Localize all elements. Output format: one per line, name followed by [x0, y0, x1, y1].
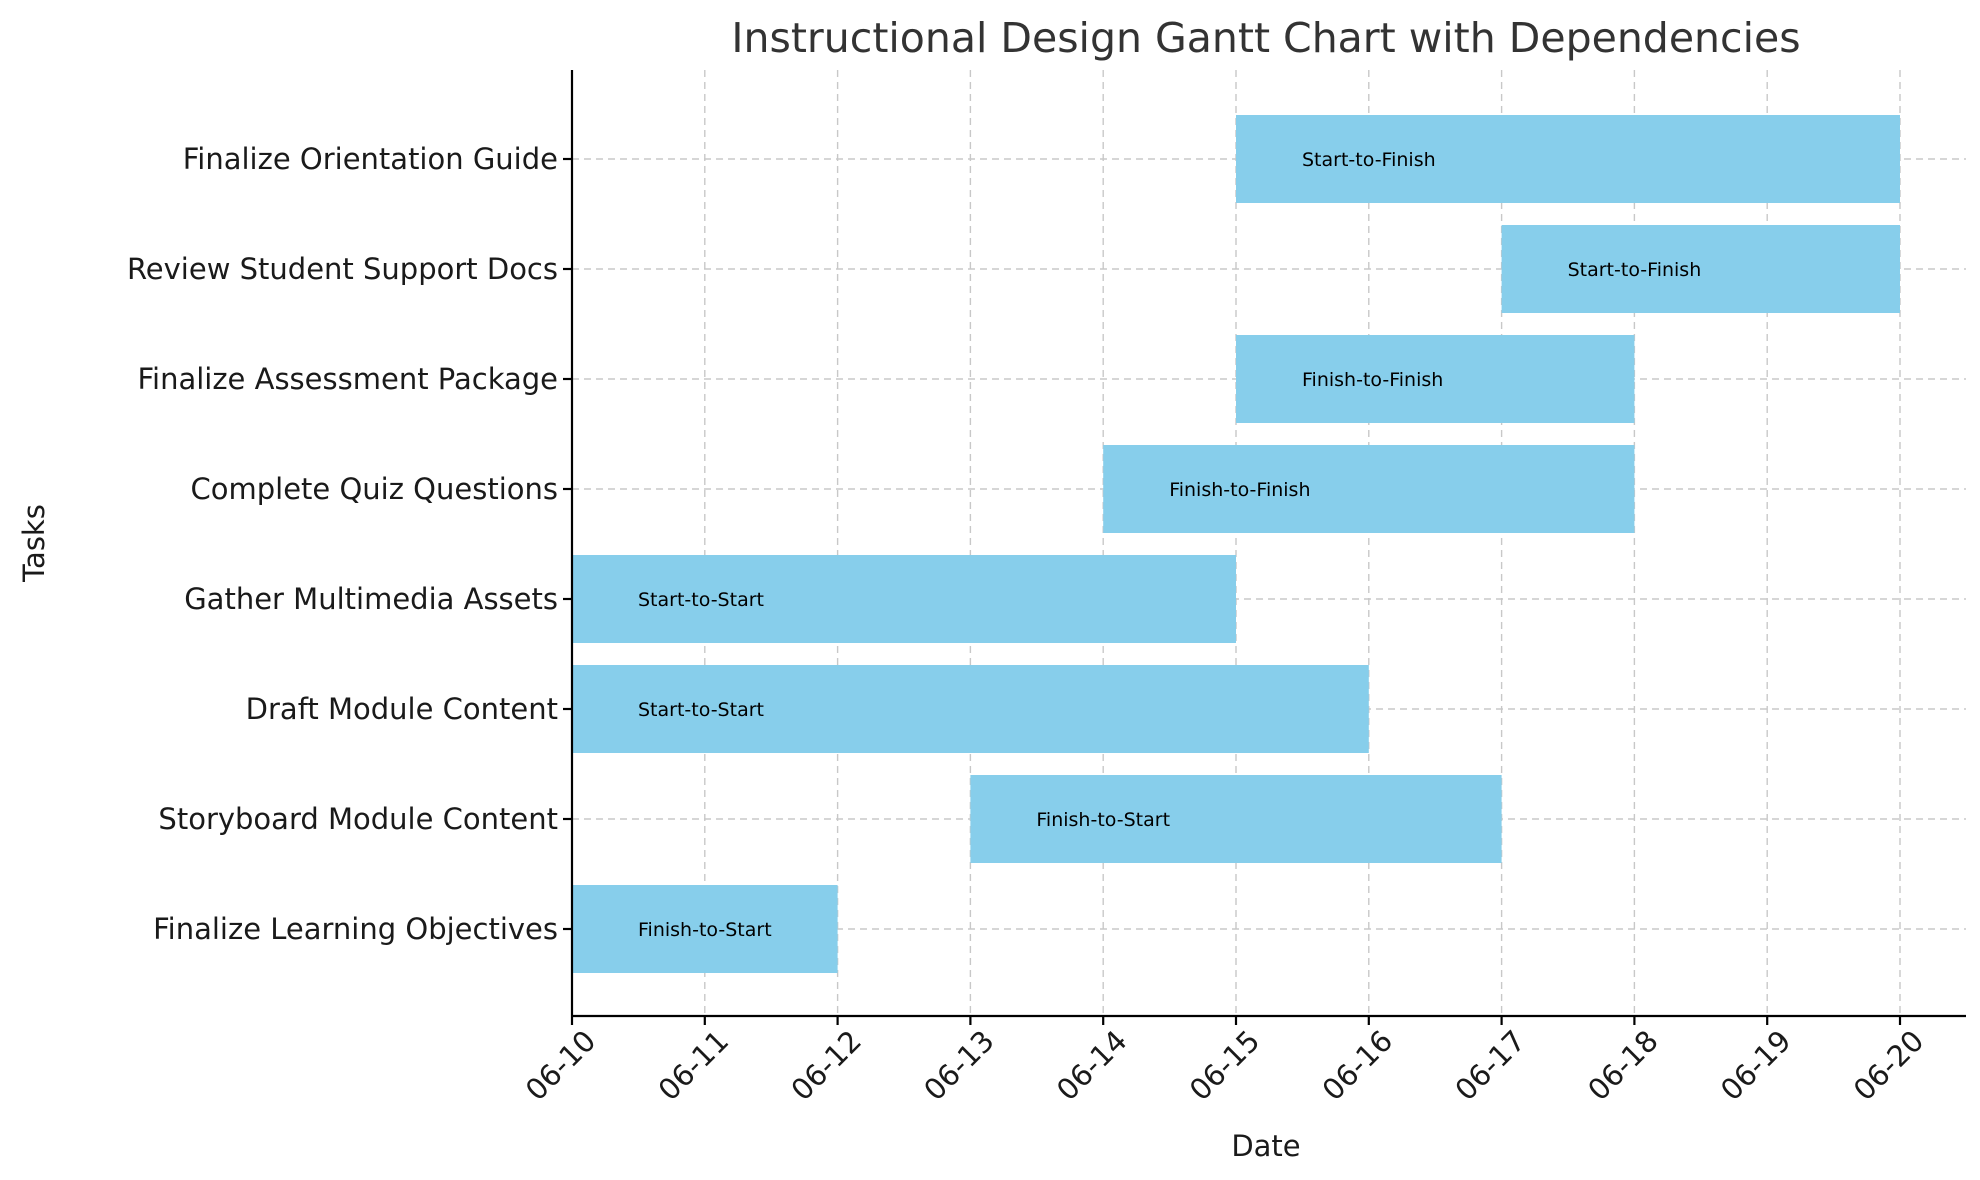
task-bar — [1501, 225, 1900, 313]
task-label: Gather Multimedia Assets — [184, 582, 558, 616]
dependency-label: Start-to-Finish — [1568, 259, 1702, 281]
x-tick-label: 06-10 — [519, 1024, 603, 1108]
task-bar — [970, 775, 1502, 863]
task-label: Review Student Support Docs — [127, 252, 558, 286]
x-axis-label: Date — [1231, 1129, 1300, 1163]
x-tick-label: 06-15 — [1183, 1024, 1267, 1108]
task-label: Finalize Assessment Package — [137, 362, 558, 396]
x-tick-label: 06-19 — [1714, 1024, 1798, 1108]
dependency-label: Start-to-Start — [638, 699, 764, 721]
x-tick-label: 06-20 — [1847, 1024, 1931, 1108]
chart-title: Instructional Design Gantt Chart with De… — [731, 14, 1800, 62]
task-bar — [1236, 335, 1635, 423]
grid-layer — [571, 70, 1966, 1016]
dependency-label: Finish-to-Start — [1036, 809, 1170, 831]
task-bar — [1236, 115, 1900, 203]
dependency-label: Finish-to-Finish — [1169, 479, 1310, 501]
dependency-label: Finish-to-Start — [638, 919, 772, 941]
x-tick-label: 06-13 — [917, 1024, 1001, 1108]
dependency-label: Start-to-Start — [638, 589, 764, 611]
task-label: Finalize Orientation Guide — [183, 142, 558, 176]
task-bar — [572, 555, 1236, 643]
task-label: Storyboard Module Content — [158, 802, 558, 836]
x-tick-label: 06-12 — [784, 1024, 868, 1108]
x-tick-label: 06-18 — [1581, 1024, 1665, 1108]
task-label: Complete Quiz Questions — [191, 472, 559, 506]
task-label: Finalize Learning Objectives — [153, 912, 558, 946]
task-label: Draft Module Content — [246, 692, 558, 726]
x-tick-label: 06-14 — [1050, 1024, 1134, 1108]
y-axis-label: Tasks — [17, 504, 51, 583]
bar-layer: Finish-to-Start Finish-to-Start Start-to-S… — [572, 115, 1900, 973]
dependency-label: Finish-to-Finish — [1302, 369, 1443, 391]
task-bar — [572, 665, 1369, 753]
dependency-label: Start-to-Finish — [1302, 149, 1436, 171]
x-tick-label: 06-17 — [1448, 1024, 1532, 1108]
x-tick-label: 06-11 — [652, 1024, 736, 1108]
axis-layer — [570, 70, 1966, 1018]
x-tick-label: 06-16 — [1316, 1024, 1400, 1108]
task-bar — [1103, 445, 1635, 533]
task-bar — [572, 885, 838, 973]
